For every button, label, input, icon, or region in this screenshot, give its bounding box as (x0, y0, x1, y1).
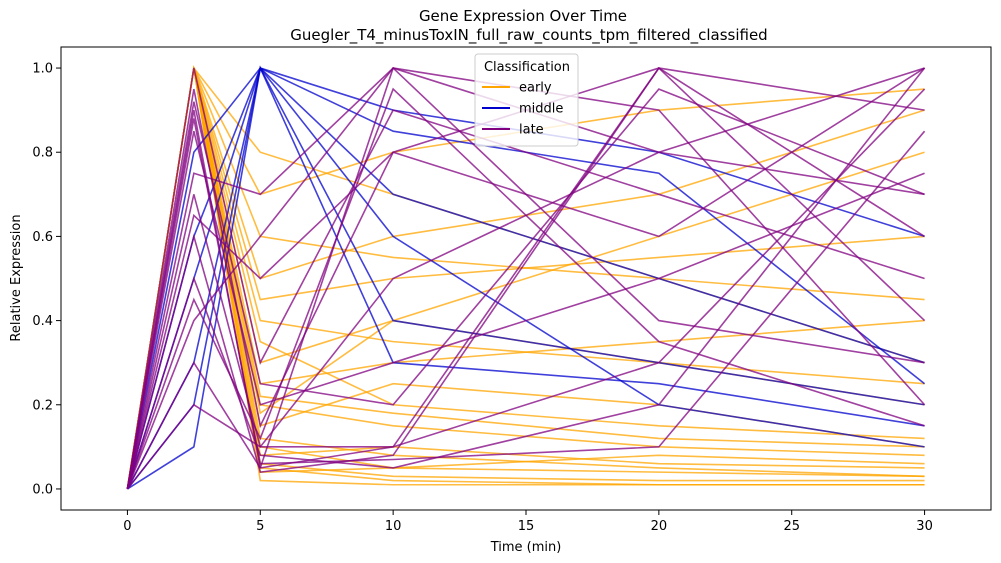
series-line-late (126, 88, 926, 490)
series-line-late (126, 67, 925, 490)
legend-label-middle: middle (519, 102, 563, 117)
legend-title: Classification (484, 60, 570, 75)
x-tick-label: 10 (385, 519, 402, 534)
y-tick-label: 0.6 (32, 230, 53, 245)
x-tick-label: 25 (783, 519, 800, 534)
series-line-late (126, 66, 926, 490)
y-ticks: 0.0 0.2 0.4 0.6 0.8 1.0 (32, 62, 61, 497)
series-line-late (126, 67, 925, 490)
y-tick-label: 0.8 (32, 146, 53, 161)
legend-box (474, 53, 579, 147)
legend-entries: early middle late (482, 81, 563, 138)
y-axis-label: Relative Expression (9, 214, 24, 341)
series-line-late (126, 130, 925, 490)
x-ticks: 0 5 10 15 20 25 30 (123, 510, 933, 534)
legend-label-late: late (519, 123, 544, 138)
y-tick-label: 1.0 (32, 62, 53, 77)
x-axis-label: Time (min) (490, 540, 562, 555)
series-layer (126, 65, 926, 490)
chart-title-line1: Gene Expression Over Time (419, 7, 627, 25)
y-tick-label: 0.4 (32, 314, 53, 329)
chart-title-line2: Guegler_T4_minusToxIN_full_raw_counts_tp… (290, 26, 767, 45)
x-tick-label: 20 (651, 519, 668, 534)
legend: Classification early middle late (474, 53, 579, 147)
legend-label-early: early (519, 81, 552, 96)
series-line-late (126, 67, 926, 490)
y-tick-label: 0.0 (32, 482, 53, 497)
x-tick-label: 0 (123, 519, 131, 534)
series-line-late (126, 66, 925, 490)
x-tick-label: 30 (916, 519, 933, 534)
series-line-late (126, 67, 925, 490)
x-tick-label: 5 (256, 519, 264, 534)
y-tick-label: 0.2 (32, 398, 53, 413)
x-tick-label: 15 (518, 519, 535, 534)
series-line-late (126, 88, 925, 490)
series-line-late (126, 87, 925, 490)
series-line-late (126, 118, 926, 490)
series-line-late (126, 67, 925, 490)
